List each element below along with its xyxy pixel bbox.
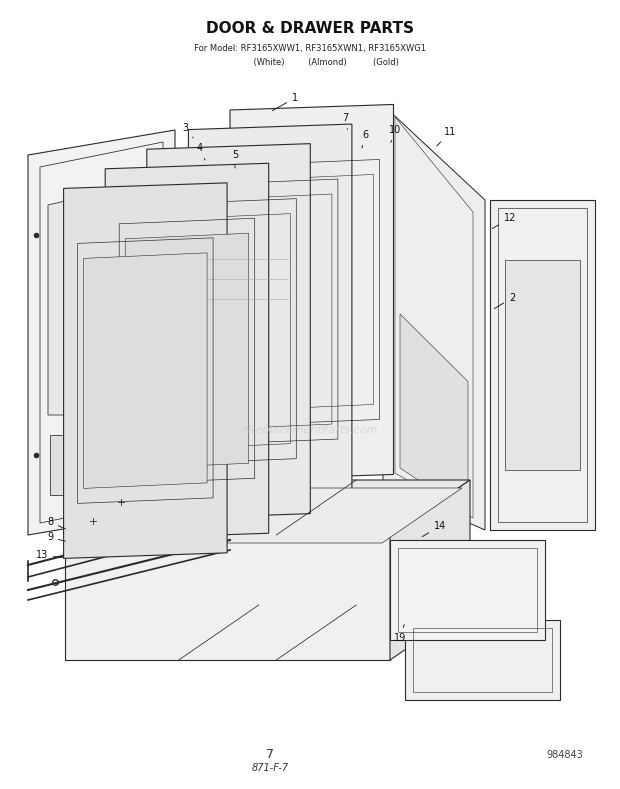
Polygon shape [65,535,390,660]
Text: 1: 1 [272,93,298,110]
Polygon shape [73,488,462,543]
Text: 12: 12 [492,213,516,229]
Polygon shape [188,124,352,499]
Polygon shape [125,234,249,469]
Text: 984843: 984843 [547,750,583,760]
Polygon shape [105,163,268,539]
Text: 3: 3 [182,123,193,138]
Text: DOOR & DRAWER PARTS: DOOR & DRAWER PARTS [206,21,414,36]
Polygon shape [28,130,175,535]
Text: 13: 13 [36,550,62,560]
Text: 7: 7 [342,113,348,129]
Polygon shape [390,480,470,660]
Polygon shape [390,540,545,640]
Text: 4: 4 [197,143,205,160]
Polygon shape [84,252,207,488]
Text: 2: 2 [494,293,515,308]
Text: 14: 14 [422,521,446,537]
Polygon shape [50,435,80,495]
Text: 9: 9 [47,532,65,542]
Text: 10: 10 [389,125,401,142]
Text: 11: 11 [437,127,456,146]
Polygon shape [147,144,310,519]
Polygon shape [505,260,580,470]
Polygon shape [490,200,595,530]
Polygon shape [400,314,468,513]
Text: eReplacementParts.com: eReplacementParts.com [242,425,378,435]
Polygon shape [65,480,470,535]
Text: 5: 5 [232,150,238,168]
Text: 6: 6 [362,130,368,148]
Text: 7: 7 [266,749,274,761]
Polygon shape [405,620,560,700]
Polygon shape [230,104,394,480]
Polygon shape [383,105,485,530]
Polygon shape [64,183,227,559]
Text: 8: 8 [47,517,66,529]
Text: (White)         (Almond)          (Gold): (White) (Almond) (Gold) [221,58,399,66]
Text: 871-F-7: 871-F-7 [252,763,288,773]
Polygon shape [48,180,155,415]
Text: For Model: RF3165XWW1, RF3165XWN1, RF3165XWG1: For Model: RF3165XWW1, RF3165XWN1, RF316… [194,43,426,53]
Text: 19: 19 [394,625,406,643]
